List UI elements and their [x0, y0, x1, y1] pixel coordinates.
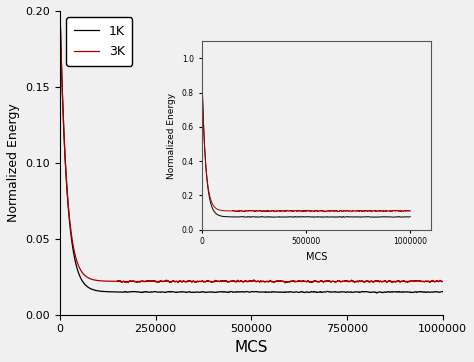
Y-axis label: Normalized Energy: Normalized Energy	[7, 104, 20, 222]
Line: 3K: 3K	[60, 9, 443, 283]
3K	[306, 279, 312, 284]
1K	[57, 7, 63, 12]
3K	[343, 279, 348, 283]
3K	[57, 7, 63, 12]
3K	[440, 279, 446, 284]
3K	[282, 281, 288, 285]
1K	[372, 290, 377, 294]
1K	[287, 290, 292, 294]
X-axis label: MCS: MCS	[235, 340, 268, 355]
3K	[127, 279, 132, 283]
1K	[203, 290, 209, 294]
3K	[287, 279, 292, 284]
1K	[374, 291, 380, 295]
Line: 1K: 1K	[60, 9, 443, 293]
Legend: 1K, 3K: 1K, 3K	[66, 17, 132, 66]
1K	[306, 290, 311, 295]
3K	[372, 279, 377, 283]
1K	[127, 290, 132, 294]
3K	[203, 279, 209, 283]
1K	[343, 290, 348, 294]
1K	[440, 289, 446, 294]
